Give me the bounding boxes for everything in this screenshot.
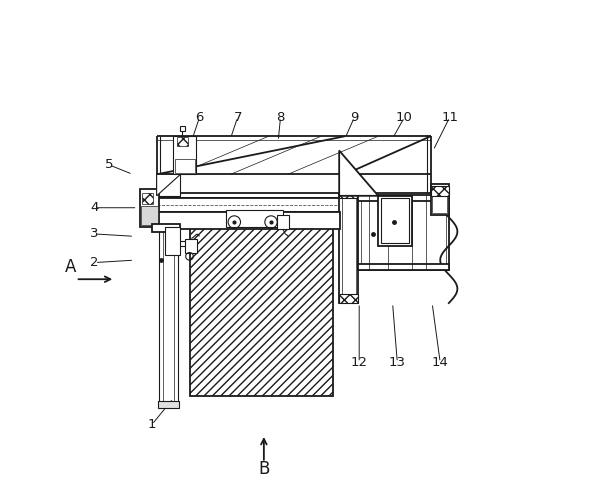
Bar (156, 193, 433, 198)
Text: 7: 7 (233, 111, 242, 124)
Bar (156, 198, 433, 213)
Bar (341, 196, 356, 301)
Text: 6: 6 (195, 111, 204, 124)
Bar (140, 189, 159, 227)
Bar (175, 158, 194, 173)
Bar (165, 227, 179, 256)
Bar (141, 206, 158, 226)
Bar (339, 193, 358, 303)
Bar (361, 198, 446, 267)
Bar (431, 184, 449, 215)
Bar (159, 174, 178, 406)
Bar (177, 137, 188, 146)
Text: 14: 14 (432, 356, 449, 369)
Bar (185, 239, 197, 253)
Bar (156, 174, 181, 196)
Bar (378, 196, 411, 246)
Polygon shape (339, 151, 378, 196)
Text: 1: 1 (147, 418, 156, 431)
Polygon shape (156, 174, 181, 196)
Text: 11: 11 (442, 111, 458, 124)
Bar (158, 401, 179, 408)
Bar (358, 264, 449, 270)
Bar (277, 215, 289, 229)
Bar (156, 212, 433, 217)
Text: 13: 13 (389, 356, 406, 369)
Bar (143, 193, 153, 204)
Text: 2: 2 (91, 256, 99, 269)
Bar (432, 191, 448, 213)
Text: 8: 8 (277, 111, 284, 124)
Bar (190, 222, 333, 396)
Bar (339, 294, 358, 303)
Bar (152, 225, 181, 231)
Bar (358, 196, 449, 270)
Bar (381, 198, 410, 243)
Bar (358, 195, 449, 200)
Bar (431, 186, 449, 196)
Bar (156, 213, 340, 229)
Bar (180, 126, 185, 131)
Bar (173, 136, 196, 174)
Text: 12: 12 (351, 356, 368, 369)
Bar (339, 189, 358, 198)
Text: 5: 5 (104, 158, 113, 171)
Text: A: A (65, 258, 77, 276)
Bar (226, 210, 283, 227)
Text: 10: 10 (396, 111, 413, 124)
Text: 3: 3 (91, 227, 99, 241)
Text: 4: 4 (91, 201, 99, 214)
Text: B: B (258, 460, 269, 478)
Text: 9: 9 (350, 111, 359, 124)
